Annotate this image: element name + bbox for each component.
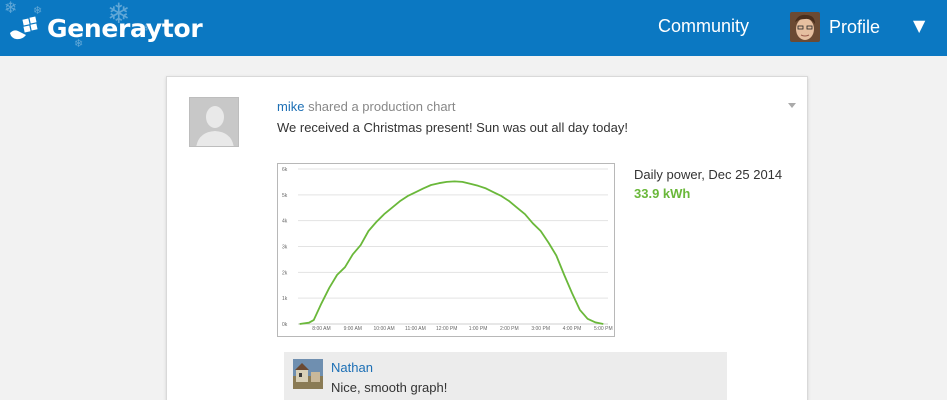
chart-x-tick-label: 12:00 PM	[436, 326, 457, 332]
profile-avatar	[790, 12, 820, 42]
comment-avatar[interactable]	[293, 359, 323, 389]
snowflake-decoration-icon: ❄	[33, 4, 43, 17]
generaytor-logo[interactable]: Generaytor	[8, 11, 203, 45]
production-chart[interactable]: 0k 1k 2k 3k 4k 5k 6k 8:00 AM 9:00 AM 10:00 AM 11:0…	[277, 163, 615, 337]
logo-hand-icon	[8, 13, 44, 43]
feed-post-card: mike shared a production chart We receiv…	[166, 76, 808, 400]
daily-energy-value: 33.9 kWh	[634, 186, 691, 201]
comment-author-link[interactable]: Nathan	[331, 360, 373, 375]
chart-y-tick-label: 6k	[282, 167, 288, 173]
comment-item: Nathan Nice, smooth graph!	[284, 352, 727, 400]
chart-y-tick-label: 5k	[282, 193, 288, 199]
snowflake-decoration-icon: ❄	[142, 23, 151, 34]
chart-x-tick-label: 4:00 PM	[563, 326, 582, 332]
snowflake-decoration-icon: ❄	[107, 0, 131, 30]
chart-y-tick-label: 4k	[282, 219, 288, 225]
post-message: We received a Christmas present! Sun was…	[277, 120, 628, 135]
chart-series-line	[299, 180, 604, 325]
nav-profile-link[interactable]: Profile	[790, 12, 880, 42]
chart-y-tick-label: 1k	[282, 296, 288, 302]
snowflake-decoration-icon: ❄	[74, 37, 84, 50]
comment-text: Nice, smooth graph!	[331, 380, 448, 395]
chart-y-tick-label: 2k	[282, 270, 288, 276]
snowflake-decoration-icon: ❄	[4, 0, 18, 17]
chart-x-tick-label: 11:00 AM	[405, 326, 426, 332]
chart-y-tick-label: 3k	[282, 245, 288, 251]
profile-label: Profile	[829, 16, 881, 37]
post-action-text: shared a production chart	[308, 99, 456, 114]
chart-title: Daily power, Dec 25 2014	[634, 167, 783, 182]
post-header: mike shared a production chart	[277, 99, 456, 114]
default-user-avatar[interactable]	[189, 97, 239, 147]
chart-x-tick-label: 10:00 AM	[374, 326, 395, 332]
chart-x-tick-label: 2:00 PM	[500, 326, 519, 332]
chart-x-tick-label: 9:00 AM	[344, 326, 362, 332]
chart-y-tick-label: 0k	[282, 322, 288, 328]
chart-x-tick-label: 5:00 PM	[594, 326, 613, 332]
post-options-caret-icon[interactable]	[788, 103, 796, 108]
dropdown-caret-icon[interactable]: ▼	[913, 16, 926, 35]
production-chart-svg: 0k 1k 2k 3k 4k 5k 6k 8:00 AM 9:00 AM 10:00 AM 11:0…	[282, 167, 613, 332]
chart-x-tick-label: 1:00 PM	[469, 326, 488, 332]
top-navigation-bar: ❄ ❄ ❄ ❄ ❄ Generaytor Community	[0, 0, 947, 56]
post-author-link[interactable]: mike	[277, 99, 305, 114]
chart-x-tick-label: 8:00 AM	[312, 326, 330, 332]
chart-x-tick-label: 3:00 PM	[531, 326, 550, 332]
brand-name: Generaytor	[47, 13, 203, 43]
nav-community-link[interactable]: Community	[658, 16, 750, 36]
